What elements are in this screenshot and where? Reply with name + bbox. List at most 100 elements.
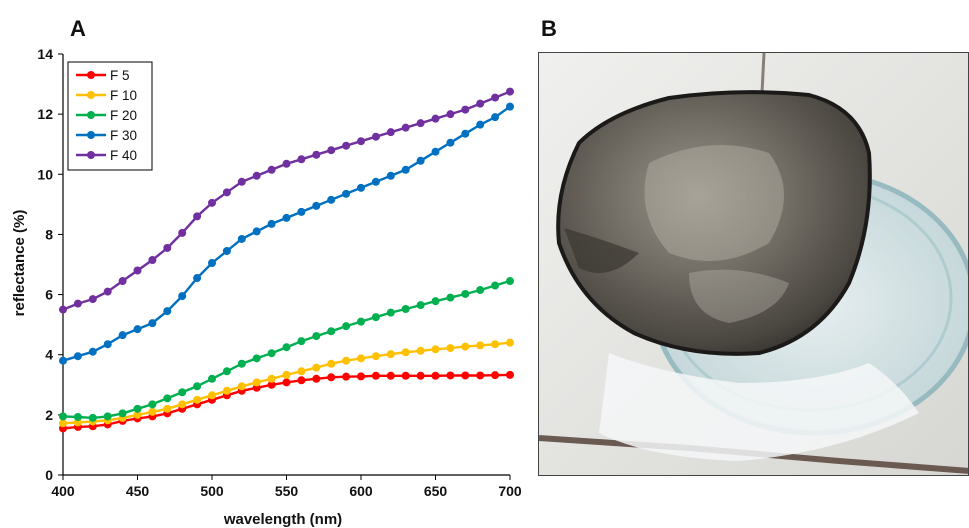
legend-swatch-marker <box>87 151 95 159</box>
legend-item-f-10: F 10 <box>76 88 137 103</box>
reflectance-chart: 0 2 4 6 8 10 12 14 400 450 500 550 600 650 700 F 5 F 10… <box>11 46 522 528</box>
data-point-f-5 <box>416 371 425 380</box>
data-point-f-20 <box>371 313 380 322</box>
data-point-f-30 <box>133 325 142 334</box>
data-point-f-30 <box>59 356 67 365</box>
data-point-f-40 <box>208 198 216 207</box>
data-point-f-40 <box>357 137 365 146</box>
legend-item-f-40: F 40 <box>76 148 137 163</box>
data-point-f-30 <box>416 156 425 165</box>
data-point-f-20 <box>88 413 97 422</box>
data-point-f-30 <box>491 113 500 122</box>
data-point-f-10 <box>208 391 216 400</box>
data-point-f-40 <box>163 243 172 252</box>
data-point-f-10 <box>506 338 514 347</box>
data-point-f-20 <box>506 277 514 286</box>
data-point-f-40 <box>312 150 321 159</box>
legend-label: F 40 <box>110 148 137 163</box>
data-point-f-40 <box>476 99 485 108</box>
data-point-f-40 <box>297 155 306 164</box>
y-tick-label: 0 <box>45 467 53 483</box>
legend-label: F 5 <box>110 68 130 83</box>
data-point-f-5 <box>327 373 336 382</box>
data-point-f-10 <box>327 359 336 368</box>
data-point-f-10 <box>237 382 246 391</box>
data-point-f-10 <box>297 367 306 376</box>
panel-label-a: A <box>70 16 86 41</box>
data-point-f-10 <box>163 404 172 413</box>
data-point-f-10 <box>282 370 291 379</box>
data-point-f-10 <box>461 342 470 351</box>
data-point-f-40 <box>103 287 112 296</box>
chart-legend: F 5 F 10 F 20 F 30 F 40 <box>67 61 153 171</box>
data-point-f-5 <box>282 378 291 387</box>
legend-swatch-marker <box>87 111 95 119</box>
data-point-f-5 <box>371 371 380 380</box>
data-point-f-40 <box>491 93 500 102</box>
data-point-f-30 <box>88 347 97 356</box>
data-point-f-20 <box>312 332 321 341</box>
data-point-f-5 <box>386 371 395 380</box>
data-point-f-20 <box>133 404 142 413</box>
x-tick-label: 650 <box>424 483 448 499</box>
data-point-f-40 <box>252 171 261 180</box>
data-point-f-40 <box>416 119 425 128</box>
data-point-f-30 <box>73 352 82 361</box>
data-point-f-10 <box>431 345 440 354</box>
data-point-f-40 <box>148 255 157 264</box>
data-point-f-10 <box>357 354 365 363</box>
data-point-f-20 <box>297 337 306 346</box>
data-point-f-10 <box>222 386 231 395</box>
data-point-f-30 <box>267 219 276 228</box>
legend-label: F 30 <box>110 128 137 143</box>
x-tick-label: 550 <box>275 483 299 499</box>
film-sheet <box>599 353 919 461</box>
data-point-f-40 <box>342 141 351 150</box>
data-point-f-30 <box>148 319 157 328</box>
data-point-f-40 <box>431 114 440 123</box>
data-point-f-10 <box>416 346 425 355</box>
data-point-f-5 <box>461 371 470 380</box>
data-point-f-10 <box>371 352 380 361</box>
data-point-f-30 <box>312 201 321 210</box>
data-point-f-30 <box>193 274 202 283</box>
legend-label: F 10 <box>110 88 137 103</box>
data-point-f-40 <box>59 305 67 314</box>
data-point-f-20 <box>163 394 172 403</box>
y-tick-label: 8 <box>45 226 53 242</box>
legend-item-f-5: F 5 <box>76 68 130 83</box>
data-point-f-30 <box>446 138 455 147</box>
data-point-f-10 <box>401 348 410 357</box>
y-tick-label: 4 <box>45 347 53 363</box>
data-point-f-10 <box>491 340 500 349</box>
data-point-f-20 <box>267 349 276 358</box>
data-point-f-40 <box>267 165 276 174</box>
data-point-f-10 <box>252 378 261 387</box>
data-point-f-20 <box>178 388 187 397</box>
legend-item-f-20: F 20 <box>76 108 137 123</box>
data-point-f-20 <box>237 359 246 368</box>
data-point-f-20 <box>222 367 231 376</box>
data-point-f-5 <box>297 376 306 385</box>
data-point-f-5 <box>267 380 276 389</box>
y-tick-label: 14 <box>37 46 53 62</box>
data-point-f-30 <box>282 213 291 222</box>
data-point-f-10 <box>342 356 351 365</box>
data-point-f-20 <box>118 409 127 418</box>
data-point-f-40 <box>133 266 142 275</box>
data-point-f-30 <box>461 129 470 138</box>
data-point-f-10 <box>446 344 455 353</box>
data-point-f-10 <box>267 374 276 383</box>
data-point-f-5 <box>312 374 321 383</box>
x-tick-label: 600 <box>349 483 373 499</box>
data-point-f-30 <box>118 331 127 340</box>
data-point-f-20 <box>103 412 112 421</box>
disc-fold <box>564 228 639 273</box>
data-point-f-20 <box>401 305 410 314</box>
data-point-f-30 <box>431 147 440 156</box>
x-tick-label: 450 <box>126 483 150 499</box>
legend-swatch-marker <box>87 91 95 99</box>
data-point-f-40 <box>401 123 410 132</box>
series-f-5 <box>59 370 514 433</box>
data-point-f-10 <box>312 363 321 372</box>
